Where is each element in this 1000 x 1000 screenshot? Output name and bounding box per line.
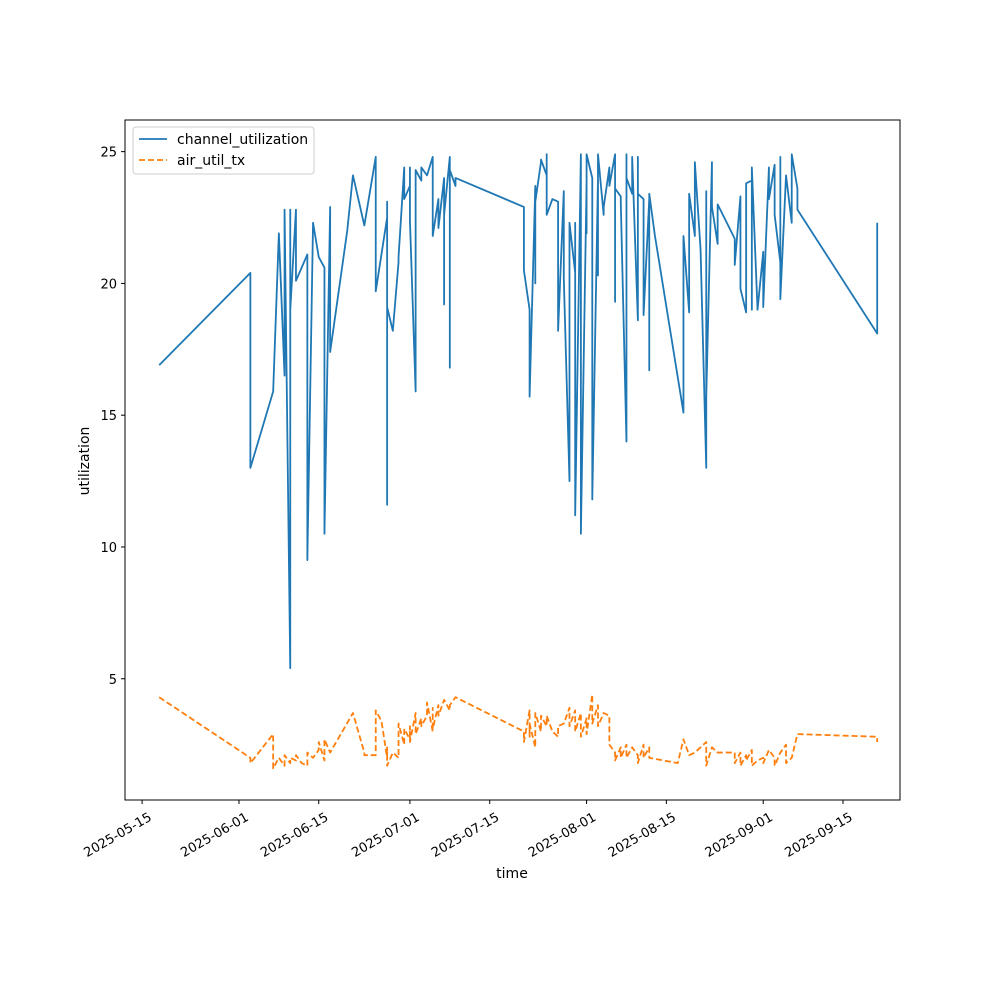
legend: channel_utilization air_util_tx <box>132 126 315 175</box>
legend-label-air_util_tx: air_util_tx <box>177 153 245 169</box>
y-tick-label: 20 <box>100 277 117 292</box>
y-tick-label: 10 <box>100 541 117 556</box>
y-tick-label: 25 <box>100 146 117 161</box>
plot-frame <box>124 119 901 801</box>
x-axis-label: time <box>496 866 528 882</box>
y-axis-label: utilization <box>77 427 93 496</box>
y-tick-label: 15 <box>100 409 117 424</box>
series-line-channel_utilization <box>158 153 879 670</box>
legend-box <box>132 126 315 175</box>
legend-label-channel_utilization: channel_utilization <box>177 132 308 148</box>
series-layer <box>158 153 879 770</box>
y-tick-label: 5 <box>109 673 117 688</box>
